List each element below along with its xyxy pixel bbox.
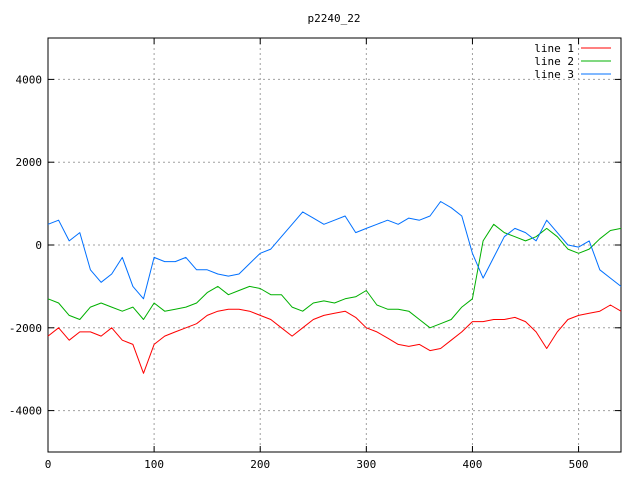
x-tick-label: 300: [356, 458, 376, 471]
series-line-1: [47, 304, 622, 374]
y-tick-label: 4000: [16, 73, 43, 86]
x-tick-label: 500: [569, 458, 589, 471]
grid: [48, 38, 621, 452]
series-line-3: [47, 201, 622, 300]
axis-ticks: 0 100 200 300 400 500 -4000 -2000 0 2000 4000: [9, 38, 621, 471]
chart-title: p2240_22: [308, 12, 361, 25]
y-tick-label: -2000: [9, 322, 42, 335]
y-tick-label: 0: [35, 239, 42, 252]
series-lines: [47, 201, 622, 374]
x-tick-label: 100: [144, 458, 164, 471]
legend-label-2: line 2: [534, 55, 574, 68]
legend-label-3: line 3: [534, 68, 574, 81]
y-tick-label: 2000: [16, 156, 43, 169]
y-tick-label: -4000: [9, 405, 42, 418]
x-tick-label: 0: [45, 458, 52, 471]
x-tick-label: 400: [463, 458, 483, 471]
series-line-2: [47, 223, 622, 329]
legend-label-1: line 1: [534, 42, 574, 55]
x-tick-label: 200: [250, 458, 270, 471]
